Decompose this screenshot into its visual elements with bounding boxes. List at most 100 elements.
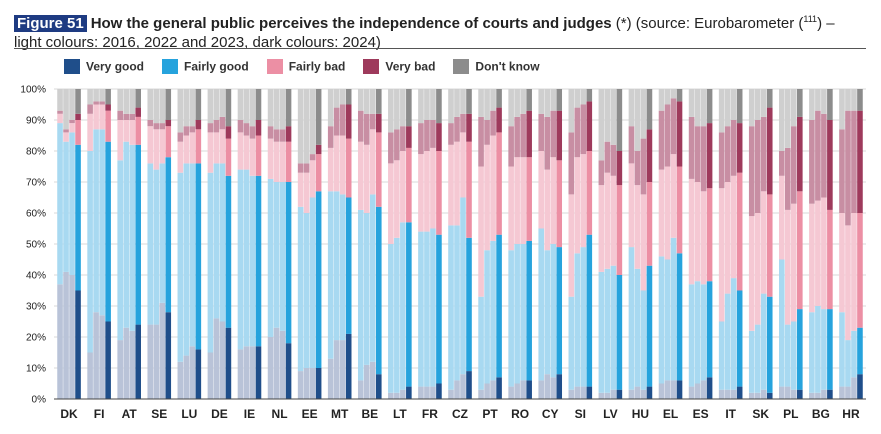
bar-segment-pl-2022-don-t-know [785,89,791,148]
bar-segment-el-2016-fairly-good [658,256,665,384]
bar-segment-bg-2016-don-t-know [809,89,815,120]
bar-segment-ee-2024-don-t-know [315,89,322,145]
bar-segment-ie-2022-very-good [243,346,250,399]
x-tick-label-lt: LT [393,407,407,421]
bar-segment-mt-2016-very-good [327,358,334,399]
bar-segment-se-2016-very-bad [147,120,154,127]
bar-segment-lv-2024-very-bad [616,151,623,186]
bar-segment-it-2016-fairly-good [718,321,725,390]
bar-segment-lv-2024-very-good [616,389,623,399]
bar-segment-ee-2022-don-t-know [303,89,310,164]
bar-segment-at-2022-don-t-know [123,89,129,114]
bar-segment-se-2023-very-good [159,302,166,399]
bar-segment-lt-2023-don-t-know [400,89,406,127]
bar-segment-pl-2023-fairly-good [791,321,797,390]
bar-segment-de-2022-fairly-good [213,163,220,319]
bar-segment-pl-2016-fairly-good [779,259,785,387]
bar-segment-cz-2022-very-bad [454,116,460,142]
bar-segment-cy-2016-very-good [538,380,545,399]
legend-swatch [162,58,179,74]
bar-segment-at-2023-very-good [129,330,135,399]
bar-segment-mt-2023-very-bad [339,104,346,136]
bar-segment-be-2023-fairly-bad [369,129,376,195]
bar-segment-ee-2016-don-t-know [297,89,304,164]
bar-segment-it-2022-fairly-bad [724,182,731,294]
bar-segment-ro-2016-don-t-know [508,89,514,127]
x-tick-label-nl: NL [272,407,288,421]
bar-segment-lt-2024-very-good [406,386,412,399]
bar-segment-bg-2016-fairly-good [809,312,815,393]
bar-segment-nl-2022-don-t-know [273,89,280,130]
bar-segment-ee-2024-very-bad [315,144,322,155]
bar-segment-es-2023-very-good [700,380,707,399]
bar-segment-dk-2016-very-good [57,284,63,399]
bar-segment-fi-2022-very-bad [93,101,99,105]
bar-segment-cy-2024-fairly-good [556,247,563,375]
y-tick-label: 90% [26,116,46,127]
bar-segment-cy-2024-very-good [556,374,563,399]
bar-segment-fi-2024-very-bad [105,104,111,111]
bar-segment-el-2024-don-t-know [676,89,683,102]
legend-label: Fairly bad [288,59,346,74]
bar-segment-de-2016-don-t-know [207,89,214,124]
bar-segment-it-2022-very-bad [724,126,731,182]
bar-segment-fi-2024-don-t-know [105,89,111,105]
bar-segment-sk-2024-very-bad [766,107,773,195]
bar-segment-nl-2024-don-t-know [285,89,292,127]
bar-segment-at-2024-fairly-bad [135,116,141,145]
bar-segment-si-2024-fairly-good [586,234,593,387]
bar-segment-fi-2016-fairly-bad [87,113,93,151]
bar-segment-pl-2023-very-good [791,389,797,399]
bar-segment-hr-2016-very-bad [839,129,845,213]
bar-segment-cz-2024-fairly-good [466,237,472,372]
bar-segment-bg-2024-fairly-bad [827,209,833,310]
bar-segment-ro-2022-very-good [514,383,520,399]
bar-segment-cy-2016-fairly-good [538,228,545,381]
bar-segment-cy-2022-very-good [544,374,551,399]
bar-segment-mt-2023-very-good [339,340,346,399]
bar-segment-ie-2022-very-bad [243,123,250,136]
bar-segment-mt-2022-very-bad [333,107,340,136]
bar-segment-lt-2022-fairly-bad [394,160,400,238]
bar-segment-fr-2024-don-t-know [436,89,442,124]
bar-segment-el-2024-very-good [676,380,683,399]
bar-segment-fi-2024-fairly-good [105,141,111,322]
bar-segment-es-2022-very-bad [694,126,701,182]
bar-segment-hr-2023-very-bad [851,110,857,213]
bar-segment-sk-2016-fairly-bad [748,216,755,331]
bar-segment-fi-2024-fairly-bad [105,110,111,142]
bar-segment-lt-2023-fairly-bad [400,151,406,223]
bar-segment-se-2016-fairly-good [147,163,154,325]
x-tick-label-pt: PT [482,407,498,421]
bar-segment-es-2022-don-t-know [694,89,701,127]
bar-segment-dk-2024-very-good [75,290,81,399]
bar-segment-si-2016-fairly-bad [568,194,575,297]
bar-segment-se-2023-don-t-know [159,89,166,124]
bar-segment-hr-2024-very-bad [857,110,863,213]
bar-segment-cz-2016-very-bad [448,123,454,145]
bar-segment-sk-2016-don-t-know [748,89,755,127]
bar-segment-se-2022-fairly-bad [153,129,160,170]
bar-segment-be-2016-fairly-bad [357,141,364,210]
bar-segment-ie-2024-fairly-bad [255,135,262,176]
bar-segment-cz-2022-don-t-know [454,89,460,117]
bar-segment-be-2024-don-t-know [375,89,382,114]
legend-label: Don't know [475,59,540,74]
bar-segment-el-2024-fairly-good [676,253,683,381]
bar-segment-lt-2016-don-t-know [388,89,394,133]
bar-segment-lu-2024-fairly-bad [195,129,202,164]
bar-segment-cz-2022-very-good [454,380,460,399]
bar-segment-dk-2022-very-good [63,271,69,399]
x-tick-label-lv: LV [603,407,617,421]
bar-segment-sk-2022-don-t-know [754,89,761,120]
bar-segment-cy-2023-very-bad [550,110,557,158]
bar-segment-ie-2016-fairly-good [237,169,244,350]
bar-segment-pt-2023-very-bad [490,110,496,136]
bar-segment-nl-2016-fairly-bad [267,138,274,179]
bar-segment-sk-2016-fairly-good [748,330,755,393]
bar-segment-hu-2022-don-t-know [634,89,641,151]
bar-segment-hu-2024-very-bad [646,129,653,182]
bar-segment-el-2024-fairly-bad [676,166,683,254]
bar-segment-lv-2016-fairly-bad [598,185,605,272]
x-tick-label-si: SI [575,407,586,421]
